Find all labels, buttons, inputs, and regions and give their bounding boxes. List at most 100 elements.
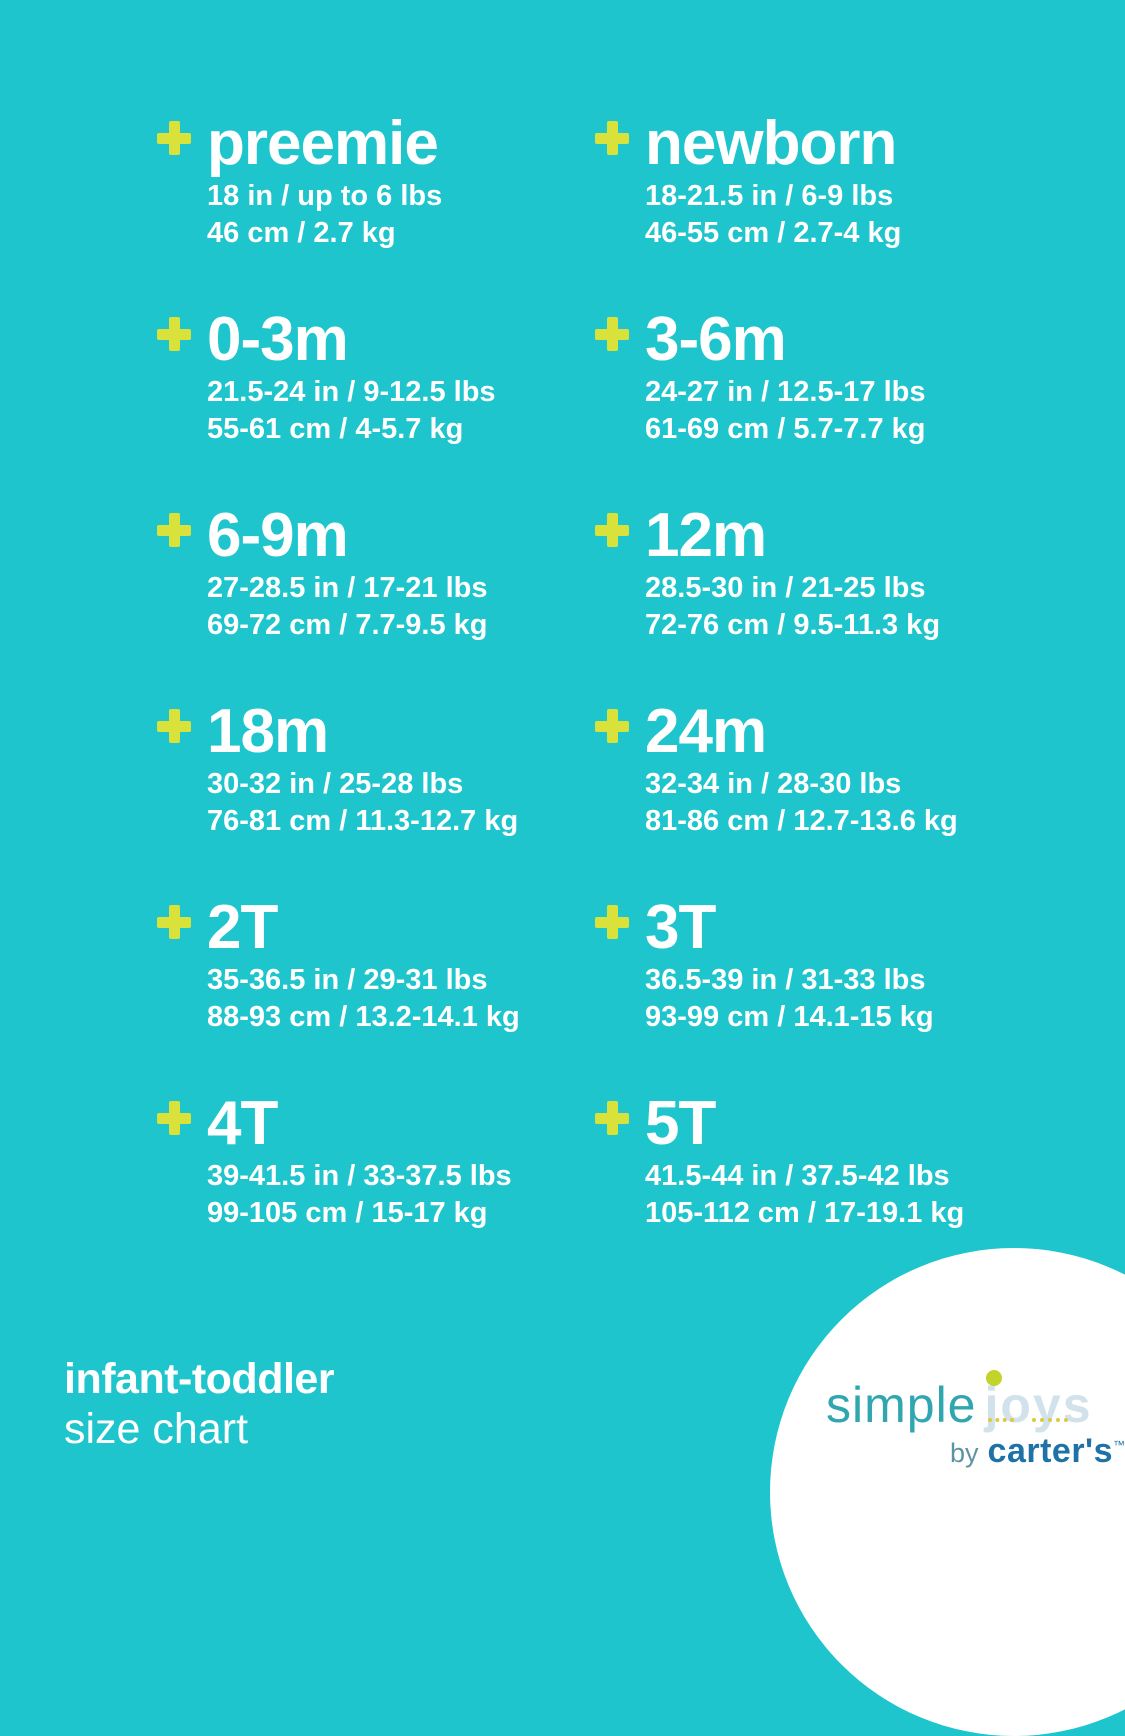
size-entry-body: 2T 35-36.5 in / 29-31 lbs 88-93 cm / 13.… [207,896,520,1036]
brand-byline: by carter's ™ [950,1432,1125,1471]
size-label: 18m [207,697,329,766]
size-imperial: 35-36.5 in / 29-31 lbs [207,964,488,996]
plus-icon [157,317,191,351]
size-entry: 12m 28.5-30 in / 21-25 lbs 72-76 cm / 9.… [595,504,1033,700]
plus-icon [595,317,629,351]
footer-title: infant-toddler [64,1355,335,1403]
size-details: 27-28.5 in / 17-21 lbs 69-72 cm / 7.7-9.… [207,570,488,644]
size-entry-body: 24m 32-34 in / 28-30 lbs 81-86 cm / 12.7… [645,700,958,840]
joys-dot-icon [986,1370,1003,1386]
size-entry: 0-3m 21.5-24 in / 9-12.5 lbs 55-61 cm / … [157,308,595,504]
size-metric: 105-112 cm / 17-19.1 kg [645,1197,965,1229]
size-entry-body: 0-3m 21.5-24 in / 9-12.5 lbs 55-61 cm / … [207,308,496,448]
brand-logo-circle: simple joys by carter's ™ [770,1248,1125,1736]
size-metric: 88-93 cm / 13.2-14.1 kg [207,1001,520,1033]
plus-icon [157,905,191,939]
size-entry: 24m 32-34 in / 28-30 lbs 81-86 cm / 12.7… [595,700,1033,896]
size-metric: 55-61 cm / 4-5.7 kg [207,413,464,445]
size-entry-body: 5T 41.5-44 in / 37.5-42 lbs 105-112 cm /… [645,1092,964,1232]
size-entry-body: 4T 39-41.5 in / 33-37.5 lbs 99-105 cm / … [207,1092,512,1232]
size-label: newborn [645,109,897,178]
size-details: 35-36.5 in / 29-31 lbs 88-93 cm / 13.2-1… [207,962,520,1036]
size-details: 39-41.5 in / 33-37.5 lbs 99-105 cm / 15-… [207,1158,512,1232]
size-metric: 72-76 cm / 9.5-11.3 kg [645,609,941,641]
size-metric: 93-99 cm / 14.1-15 kg [645,1001,934,1033]
size-entry: 6-9m 27-28.5 in / 17-21 lbs 69-72 cm / 7… [157,504,595,700]
trademark-symbol: ™ [1113,1438,1125,1452]
size-entry-body: 3-6m 24-27 in / 12.5-17 lbs 61-69 cm / 5… [645,308,926,448]
dotted-underline-icon [988,1418,1014,1422]
size-imperial: 18-21.5 in / 6-9 lbs [645,180,894,212]
size-details: 18-21.5 in / 6-9 lbs 46-55 cm / 2.7-4 kg [645,178,901,252]
size-imperial: 27-28.5 in / 17-21 lbs [207,572,488,604]
footer-title-block: infant-toddler size chart [64,1354,335,1454]
size-label: 12m [645,501,767,570]
size-imperial: 32-34 in / 28-30 lbs [645,768,902,800]
size-label: 3-6m [645,305,787,374]
size-metric: 61-69 cm / 5.7-7.7 kg [645,413,926,445]
size-metric: 46 cm / 2.7 kg [207,217,396,249]
size-details: 28.5-30 in / 21-25 lbs 72-76 cm / 9.5-11… [645,570,940,644]
size-imperial: 28.5-30 in / 21-25 lbs [645,572,926,604]
plus-icon [595,513,629,547]
size-metric: 99-105 cm / 15-17 kg [207,1197,488,1229]
sizes-grid: preemie 18 in / up to 6 lbs 46 cm / 2.7 … [157,112,1033,1288]
size-entry-body: 6-9m 27-28.5 in / 17-21 lbs 69-72 cm / 7… [207,504,488,644]
plus-icon [157,709,191,743]
size-imperial: 41.5-44 in / 37.5-42 lbs [645,1160,950,1192]
size-chart-page: { "theme": { "background": "#1ec5cd", "p… [64,111,1125,1736]
size-metric: 46-55 cm / 2.7-4 kg [645,217,902,249]
dotted-underline-icon [1032,1418,1068,1422]
size-entry: 18m 30-32 in / 25-28 lbs 76-81 cm / 11.3… [157,700,595,896]
size-entry: 5T 41.5-44 in / 37.5-42 lbs 105-112 cm /… [595,1092,1033,1288]
size-details: 32-34 in / 28-30 lbs 81-86 cm / 12.7-13.… [645,766,958,840]
size-imperial: 21.5-24 in / 9-12.5 lbs [207,376,496,408]
size-imperial: 24-27 in / 12.5-17 lbs [645,376,926,408]
size-label: 4T [207,1089,278,1158]
size-imperial: 39-41.5 in / 33-37.5 lbs [207,1160,512,1192]
size-label: preemie [207,109,439,178]
brand-carters-text: carter's [987,1432,1114,1470]
plus-icon [595,1101,629,1135]
size-label: 3T [645,893,716,962]
size-entry-body: 3T 36.5-39 in / 31-33 lbs 93-99 cm / 14.… [645,896,934,1036]
size-entry-body: preemie 18 in / up to 6 lbs 46 cm / 2.7 … [207,112,442,252]
plus-icon [157,121,191,155]
size-imperial: 18 in / up to 6 lbs [207,180,443,212]
size-imperial: 30-32 in / 25-28 lbs [207,768,464,800]
size-label: 0-3m [207,305,349,374]
size-label: 5T [645,1089,716,1158]
size-entry-body: 12m 28.5-30 in / 21-25 lbs 72-76 cm / 9.… [645,504,940,644]
brand-by-text: by [950,1438,979,1468]
size-label: 2T [207,893,278,962]
size-details: 41.5-44 in / 37.5-42 lbs 105-112 cm / 17… [645,1158,964,1232]
size-entry: 3-6m 24-27 in / 12.5-17 lbs 61-69 cm / 5… [595,308,1033,504]
brand-joys-word: joys [984,1377,1093,1433]
size-entry: preemie 18 in / up to 6 lbs 46 cm / 2.7 … [157,112,595,308]
size-details: 18 in / up to 6 lbs 46 cm / 2.7 kg [207,178,442,252]
size-details: 36.5-39 in / 31-33 lbs 93-99 cm / 14.1-1… [645,962,934,1036]
plus-icon [595,905,629,939]
size-label: 24m [645,697,767,766]
size-metric: 81-86 cm / 12.7-13.6 kg [645,805,958,837]
size-metric: 69-72 cm / 7.7-9.5 kg [207,609,488,641]
size-entry: newborn 18-21.5 in / 6-9 lbs 46-55 cm / … [595,112,1033,308]
plus-icon [157,1101,191,1135]
footer-subtitle: size chart [64,1405,249,1453]
brand-simple-text: simple [826,1377,977,1433]
brand-logo-line1: simple joys [826,1370,1093,1434]
size-entry-body: newborn 18-21.5 in / 6-9 lbs 46-55 cm / … [645,112,901,252]
size-entry: 3T 36.5-39 in / 31-33 lbs 93-99 cm / 14.… [595,896,1033,1092]
size-label: 6-9m [207,501,349,570]
plus-icon [595,709,629,743]
size-entry: 2T 35-36.5 in / 29-31 lbs 88-93 cm / 13.… [157,896,595,1092]
size-details: 21.5-24 in / 9-12.5 lbs 55-61 cm / 4-5.7… [207,374,496,448]
size-imperial: 36.5-39 in / 31-33 lbs [645,964,926,996]
plus-icon [595,121,629,155]
plus-icon [157,513,191,547]
size-details: 24-27 in / 12.5-17 lbs 61-69 cm / 5.7-7.… [645,374,926,448]
size-entry-body: 18m 30-32 in / 25-28 lbs 76-81 cm / 11.3… [207,700,518,840]
brand-joys-text: joys [984,1370,1093,1434]
size-entry: 4T 39-41.5 in / 33-37.5 lbs 99-105 cm / … [157,1092,595,1288]
size-details: 30-32 in / 25-28 lbs 76-81 cm / 11.3-12.… [207,766,518,840]
